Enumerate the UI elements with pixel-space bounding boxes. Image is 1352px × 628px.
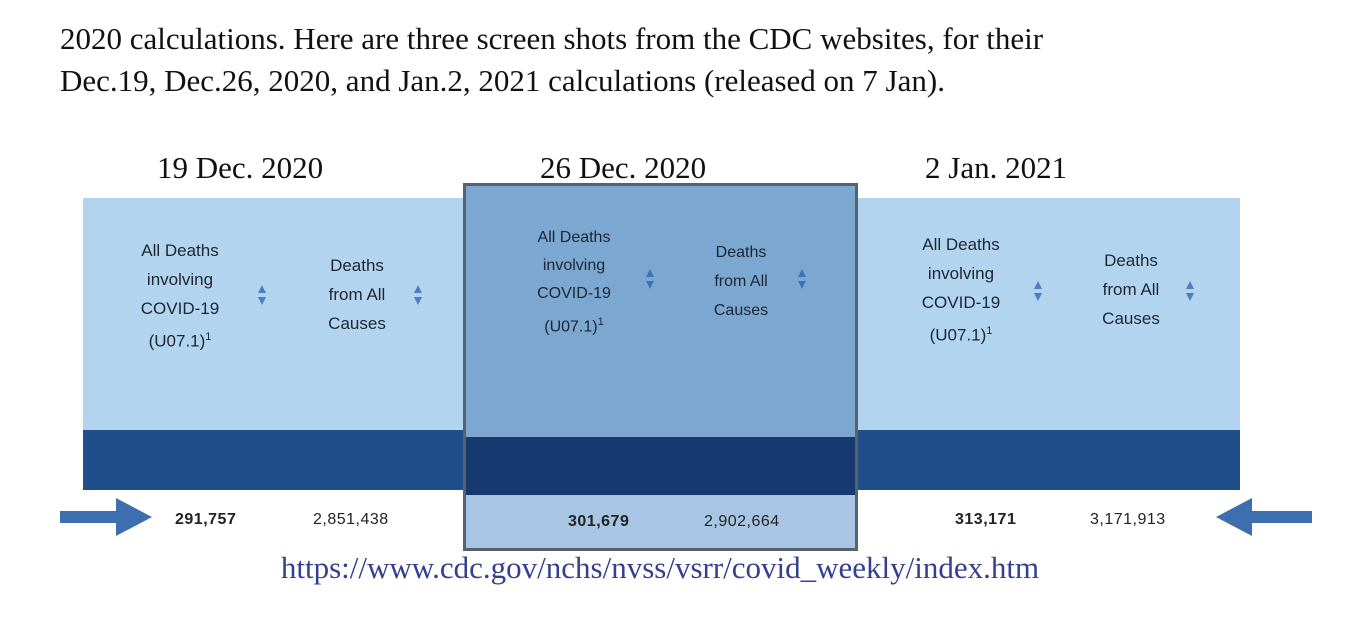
highlight-box-dec26: All Deaths involving COVID-19 (U07.1)1 D… bbox=[463, 183, 858, 551]
header-line: from All bbox=[714, 273, 768, 290]
header-line: Causes bbox=[328, 314, 386, 333]
table-value-row bbox=[466, 495, 855, 548]
header-line: involving bbox=[146, 270, 214, 289]
header-line: Deaths bbox=[715, 244, 767, 261]
sort-icon[interactable] bbox=[257, 284, 267, 306]
arrow-right-icon bbox=[60, 498, 152, 536]
header-code: (U07.1) bbox=[929, 325, 987, 345]
header-line: All Deaths bbox=[922, 235, 1000, 254]
intro-paragraph: 2020 calculations. Here are three screen… bbox=[60, 18, 1320, 102]
header-line: Causes bbox=[1102, 309, 1160, 328]
covid-deaths-value: 291,757 bbox=[175, 511, 237, 528]
sort-icon[interactable] bbox=[797, 268, 807, 290]
intro-line-1: 2020 calculations. Here are three screen… bbox=[60, 21, 1044, 56]
all-causes-header[interactable]: Deaths from All Causes bbox=[282, 251, 432, 338]
date-label-dec26: 26 Dec. 2020 bbox=[540, 150, 707, 185]
header-line: COVID-19 bbox=[537, 285, 611, 302]
date-label-dec19: 19 Dec. 2020 bbox=[157, 150, 324, 185]
all-deaths-value: 2,851,438 bbox=[313, 511, 389, 528]
date-label-jan2: 2 Jan. 2021 bbox=[925, 150, 1068, 185]
sort-icon[interactable] bbox=[1033, 280, 1043, 302]
header-line: Deaths bbox=[1104, 251, 1158, 270]
sort-icon[interactable] bbox=[413, 284, 423, 306]
header-line: (U07.1)1 bbox=[886, 317, 1036, 350]
header-line: (U07.1)1 bbox=[499, 308, 649, 341]
covid-deaths-header[interactable]: All Deaths involving COVID-19 (U07.1)1 bbox=[105, 236, 255, 356]
header-line: involving bbox=[542, 257, 606, 274]
header-code: (U07.1) bbox=[544, 318, 598, 336]
header-line: from All bbox=[1102, 280, 1160, 299]
all-deaths-value: 3,171,913 bbox=[1090, 511, 1166, 528]
header-line: All Deaths bbox=[537, 229, 611, 246]
header-line: (U07.1)1 bbox=[105, 323, 255, 356]
arrow-left-icon bbox=[1216, 498, 1312, 536]
header-line: COVID-19 bbox=[140, 299, 220, 318]
cdc-url[interactable]: https://www.cdc.gov/nchs/nvss/vsrr/covid… bbox=[280, 550, 1040, 585]
table-dark-band bbox=[466, 437, 855, 495]
covid-deaths-header[interactable]: All Deaths involving COVID-19 (U07.1)1 bbox=[499, 224, 649, 341]
header-line: Deaths bbox=[330, 256, 384, 275]
header-line: from All bbox=[328, 285, 386, 304]
sort-icon[interactable] bbox=[1185, 280, 1195, 302]
header-line: involving bbox=[927, 264, 995, 283]
header-code: (U07.1) bbox=[148, 331, 206, 351]
header-line: Causes bbox=[713, 302, 769, 319]
header-line: COVID-19 bbox=[921, 293, 1001, 312]
footnote-marker: 1 bbox=[597, 316, 604, 328]
all-causes-header[interactable]: Deaths from All Causes bbox=[1056, 246, 1206, 333]
header-line: All Deaths bbox=[141, 241, 219, 260]
sort-icon[interactable] bbox=[645, 268, 655, 290]
all-deaths-value: 2,902,664 bbox=[704, 513, 780, 530]
footnote-marker: 1 bbox=[986, 325, 993, 337]
all-causes-header[interactable]: Deaths from All Causes bbox=[666, 238, 816, 325]
footnote-marker: 1 bbox=[205, 331, 212, 343]
covid-deaths-value: 313,171 bbox=[955, 511, 1017, 528]
covid-deaths-value: 301,679 bbox=[568, 513, 630, 530]
intro-line-2: Dec.19, Dec.26, 2020, and Jan.2, 2021 ca… bbox=[60, 63, 945, 98]
covid-deaths-header[interactable]: All Deaths involving COVID-19 (U07.1)1 bbox=[886, 230, 1036, 350]
